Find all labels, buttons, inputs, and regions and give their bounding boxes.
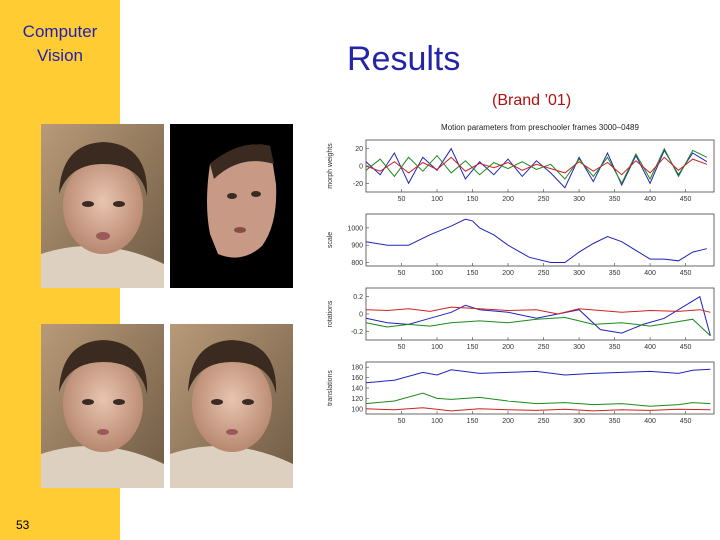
x-tick-label: 300	[573, 418, 585, 425]
x-tick-label: 450	[680, 418, 692, 425]
x-tick-label: 450	[680, 270, 692, 277]
y-tick-label: 20	[355, 146, 363, 153]
series-line-blue	[365, 295, 711, 336]
x-tick-label: 300	[573, 344, 585, 351]
x-tick-label: 350	[609, 418, 621, 425]
y-tick-label: 0	[359, 164, 363, 171]
slide-subtitle: (Brand ’01)	[492, 92, 572, 109]
y-tick-label: -20	[353, 181, 363, 188]
x-tick-label: 300	[573, 270, 585, 277]
y-tick-label: 100	[351, 406, 363, 413]
series-line-blue	[365, 218, 708, 263]
y-tick-label: 900	[351, 243, 363, 250]
series-line-green	[365, 392, 711, 407]
y-axis-label: translations	[327, 370, 334, 406]
face-reconstructed	[170, 324, 293, 488]
series-line-blue	[365, 368, 711, 384]
x-tick-label: 100	[431, 270, 443, 277]
face-original-top	[41, 124, 164, 288]
x-tick-label: 250	[538, 270, 550, 277]
series-line-red	[365, 306, 711, 315]
plot-frame	[365, 361, 715, 415]
y-tick-label: 0.2	[353, 294, 363, 301]
y-tick-label: 180	[351, 365, 363, 372]
y-axis-label: morph weights	[327, 143, 334, 189]
x-tick-label: 300	[573, 196, 585, 203]
page-number: 53	[16, 518, 30, 532]
y-tick-label: 800	[351, 260, 363, 267]
x-tick-label: 150	[467, 418, 479, 425]
plot-frame	[365, 213, 715, 267]
x-tick-label: 200	[502, 344, 514, 351]
x-tick-label: 50	[398, 344, 406, 351]
chart-title: Motion parameters from preschooler frame…	[441, 123, 639, 132]
course-title: Computer Vision	[22, 22, 98, 65]
motion-parameter-charts: Motion parameters from preschooler frame…	[327, 123, 715, 425]
x-tick-label: 50	[398, 270, 406, 277]
y-tick-label: 160	[351, 375, 363, 382]
series-line-red	[365, 407, 711, 412]
x-tick-label: 150	[467, 344, 479, 351]
x-tick-label: 100	[431, 418, 443, 425]
x-tick-label: 350	[609, 196, 621, 203]
x-tick-label: 50	[398, 196, 406, 203]
x-tick-label: 400	[644, 418, 656, 425]
series-line-red	[365, 156, 708, 176]
face-masked-model	[170, 124, 293, 288]
x-tick-label: 350	[609, 270, 621, 277]
x-tick-label: 200	[502, 270, 514, 277]
x-tick-label: 100	[431, 196, 443, 203]
y-axis-label: rotations	[327, 300, 334, 327]
x-tick-label: 250	[538, 344, 550, 351]
y-tick-label: 140	[351, 386, 363, 393]
x-tick-label: 400	[644, 344, 656, 351]
y-tick-label: 120	[351, 396, 363, 403]
x-tick-label: 200	[502, 196, 514, 203]
x-tick-label: 400	[644, 196, 656, 203]
x-tick-label: 150	[467, 270, 479, 277]
x-tick-label: 250	[538, 196, 550, 203]
x-tick-label: 250	[538, 418, 550, 425]
y-tick-label: -0.2	[351, 329, 363, 336]
face-original-bottom	[41, 324, 164, 488]
x-tick-label: 450	[680, 344, 692, 351]
slide-title: Results	[347, 40, 461, 78]
x-tick-label: 450	[680, 196, 692, 203]
y-tick-label: 0	[359, 312, 363, 319]
y-axis-label: scale	[327, 232, 334, 248]
x-tick-label: 100	[431, 344, 443, 351]
face-photo-grid	[41, 124, 293, 488]
y-tick-label: 1000	[347, 225, 363, 232]
series-line-blue	[365, 147, 708, 189]
plot-frame	[365, 287, 715, 341]
x-tick-label: 350	[609, 344, 621, 351]
x-tick-label: 400	[644, 270, 656, 277]
series-line-green	[365, 316, 711, 337]
x-tick-label: 50	[398, 418, 406, 425]
x-tick-label: 200	[502, 418, 514, 425]
x-tick-label: 150	[467, 196, 479, 203]
series-line-green	[365, 147, 708, 185]
